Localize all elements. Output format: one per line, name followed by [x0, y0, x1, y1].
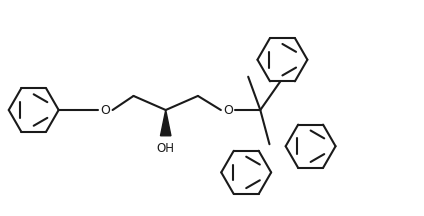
Text: O: O: [223, 103, 233, 116]
Text: O: O: [100, 103, 110, 116]
Text: OH: OH: [157, 142, 175, 155]
Polygon shape: [160, 110, 171, 136]
